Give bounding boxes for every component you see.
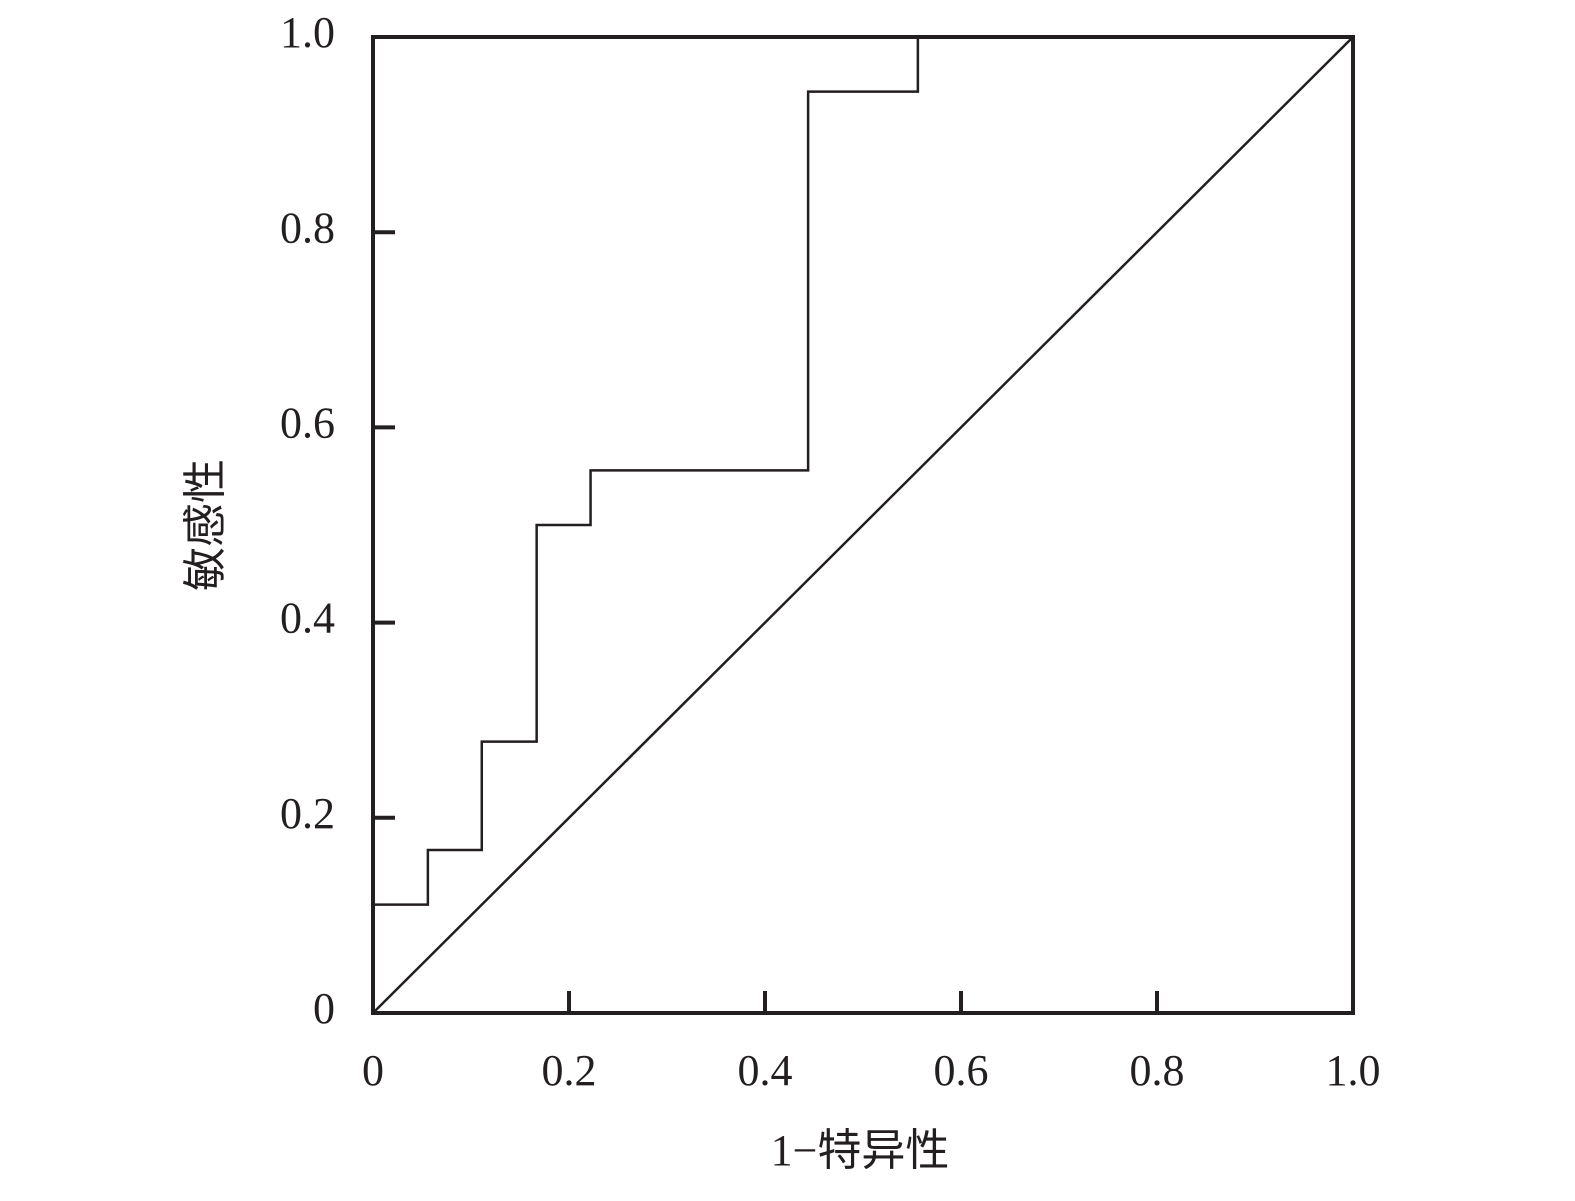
x-tick-label: 0.6 [934, 1046, 989, 1095]
line [373, 35, 1353, 906]
y-tick-label: 0.8 [280, 203, 335, 252]
y-tick-label: 0.4 [280, 594, 335, 643]
x-tick-label: 0.4 [738, 1046, 793, 1095]
x-tick-label: 1.0 [1326, 1046, 1381, 1095]
y-axis-label: 敏感性 [181, 459, 230, 591]
x-tick-label: 0.8 [1130, 1046, 1185, 1095]
y-tick-label: 0 [313, 984, 335, 1033]
y-tick-label: 1.0 [280, 8, 335, 57]
plot-frame [371, 35, 1355, 1015]
y-tick-label: 0.2 [280, 789, 335, 838]
y-tick-label: 0.6 [280, 398, 335, 447]
x-tick-label: 0 [362, 1046, 384, 1095]
line [372, 36, 1354, 1014]
x-tick-label: 0.2 [542, 1046, 597, 1095]
x-axis-label: 1−特异性 [771, 1126, 950, 1175]
